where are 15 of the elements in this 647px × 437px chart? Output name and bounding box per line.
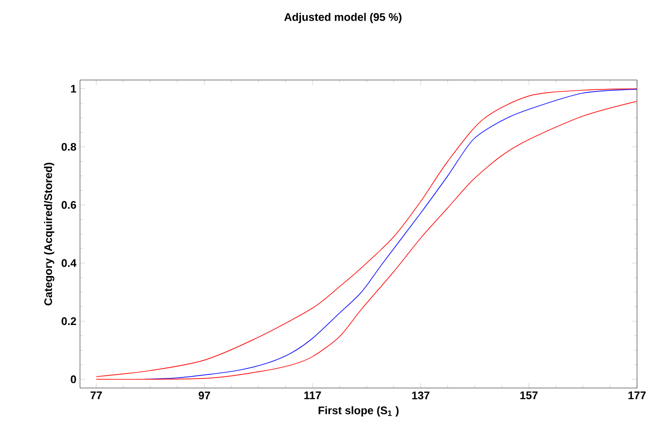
- x-tick-label: 137: [412, 392, 430, 400]
- chart-title: Adjusted model (95 %): [284, 12, 402, 24]
- x-tick-label: 117: [304, 392, 321, 400]
- x-tick-label: 77: [90, 392, 102, 400]
- y-tick-label: 0.4: [62, 259, 76, 267]
- y-tick-label: 1: [71, 84, 76, 92]
- y-tick-label: 0.6: [62, 201, 76, 209]
- y-tick-label: 0.2: [62, 317, 76, 326]
- y-tick-label: 0.8: [62, 142, 76, 151]
- y-tick-label: 0: [70, 375, 76, 384]
- y-axis-title: Category (Acquired/Stored): [44, 162, 54, 306]
- x-axis-title: First slope (S$_{1}$ ): [318, 406, 399, 416]
- x-tick-label: 157: [520, 392, 538, 400]
- x-tick-label: 177: [628, 392, 646, 400]
- x-tick-label: 97: [198, 392, 210, 400]
